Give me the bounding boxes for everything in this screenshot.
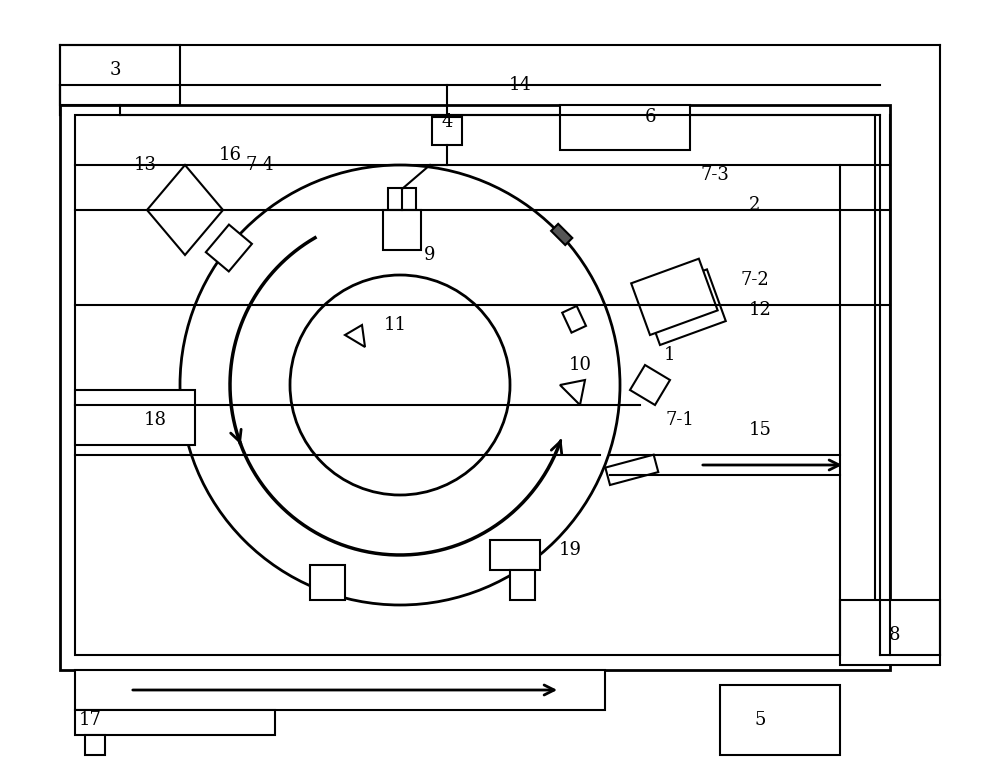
- Text: 16: 16: [218, 146, 242, 164]
- Bar: [60, 45, 180, 105]
- Text: 1: 1: [664, 346, 676, 364]
- Text: 5: 5: [754, 711, 766, 729]
- Bar: [388, 188, 416, 210]
- Text: 14: 14: [509, 76, 531, 94]
- Text: 3: 3: [109, 61, 121, 79]
- Circle shape: [290, 275, 510, 495]
- Bar: [75, 670, 605, 710]
- Text: 7-3: 7-3: [701, 166, 729, 184]
- Text: 7-4: 7-4: [246, 156, 274, 174]
- Bar: [562, 306, 586, 333]
- Polygon shape: [560, 380, 585, 405]
- Text: 2: 2: [749, 196, 761, 214]
- Text: 13: 13: [134, 156, 156, 174]
- Polygon shape: [345, 325, 365, 347]
- Bar: [75, 115, 875, 655]
- Text: 11: 11: [384, 316, 406, 334]
- Bar: [560, 105, 690, 150]
- Bar: [383, 210, 421, 250]
- Text: 7-2: 7-2: [741, 271, 769, 289]
- Text: 17: 17: [79, 711, 101, 729]
- Text: 9: 9: [424, 246, 436, 264]
- Bar: [840, 600, 940, 665]
- Bar: [75, 710, 275, 735]
- Text: 15: 15: [749, 421, 771, 439]
- Text: 19: 19: [558, 541, 582, 559]
- Text: 6: 6: [644, 108, 656, 126]
- Text: 7-1: 7-1: [666, 411, 694, 429]
- Polygon shape: [147, 165, 223, 255]
- Bar: [641, 269, 726, 345]
- Circle shape: [180, 165, 620, 605]
- Bar: [75, 390, 195, 445]
- Bar: [605, 454, 658, 485]
- Bar: [551, 224, 572, 245]
- Bar: [510, 570, 535, 600]
- Bar: [85, 735, 105, 755]
- Text: 8: 8: [889, 626, 901, 644]
- Text: 4: 4: [441, 113, 453, 131]
- Bar: [206, 225, 252, 272]
- Bar: [310, 565, 345, 600]
- Bar: [490, 540, 540, 570]
- Text: 10: 10: [568, 356, 592, 374]
- Bar: [432, 117, 462, 145]
- Bar: [631, 259, 718, 335]
- Bar: [60, 105, 890, 670]
- Text: 12: 12: [749, 301, 771, 319]
- Bar: [720, 685, 840, 755]
- Polygon shape: [630, 365, 670, 405]
- Text: 18: 18: [144, 411, 166, 429]
